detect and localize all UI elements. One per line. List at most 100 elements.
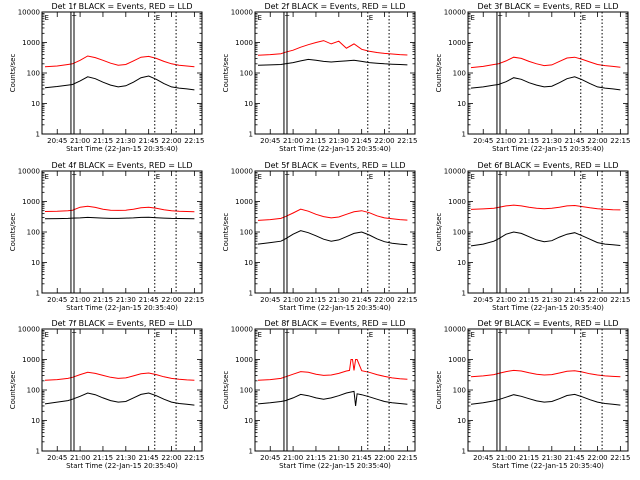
panel-title: Det 2f BLACK = Events, RED = LLD bbox=[264, 2, 405, 11]
x-tick-label: 20:45 bbox=[47, 137, 67, 145]
marker-label: E bbox=[471, 14, 475, 22]
x-tick-label: 21:00 bbox=[283, 137, 303, 145]
events-series-line bbox=[45, 76, 194, 90]
y-tick-label: 100 bbox=[240, 387, 253, 395]
events-series-line bbox=[471, 394, 620, 405]
x-tick-label: 21:15 bbox=[306, 296, 326, 304]
y-tick-label: 100 bbox=[27, 387, 40, 395]
y-tick-label: 1 bbox=[249, 290, 253, 298]
x-tick-label: 20:45 bbox=[473, 296, 493, 304]
marker-label: E bbox=[45, 173, 49, 181]
y-tick-label: 100 bbox=[240, 229, 253, 237]
y-tick-label: 1000 bbox=[22, 39, 40, 47]
y-tick-label: 1 bbox=[249, 448, 253, 456]
y-tick-label: 10000 bbox=[18, 168, 40, 176]
panel-7f: Det 7f BLACK = Events, RED = LLD 1 10 100 10… bbox=[9, 319, 204, 470]
events-series-line bbox=[258, 59, 407, 65]
x-tick-label: 21:15 bbox=[519, 296, 539, 304]
x-tick-label: 20:45 bbox=[473, 454, 493, 462]
x-tick-label: 21:30 bbox=[116, 137, 136, 145]
y-axis-label: Counts/sec bbox=[435, 213, 443, 252]
x-tick-label: 21:30 bbox=[329, 296, 349, 304]
x-tick-label: 22:15 bbox=[610, 137, 630, 145]
y-tick-label: 1000 bbox=[235, 356, 253, 364]
x-axis-label: Start Time (22-Jan-15 20:35:40) bbox=[279, 304, 391, 312]
plot-frame bbox=[42, 12, 202, 134]
x-tick-label: 21:15 bbox=[519, 137, 539, 145]
x-tick-label: 20:45 bbox=[260, 137, 280, 145]
x-tick-label: 21:45 bbox=[139, 137, 159, 145]
x-tick-label: 20:45 bbox=[260, 296, 280, 304]
marker-label: E bbox=[369, 173, 373, 181]
lld-series-line bbox=[471, 370, 620, 376]
y-tick-label: 1000 bbox=[448, 356, 466, 364]
x-tick-label: 22:15 bbox=[184, 137, 204, 145]
y-tick-label: 10 bbox=[457, 417, 466, 425]
lld-series-line bbox=[471, 205, 620, 210]
panel-title: Det 3f BLACK = Events, RED = LLD bbox=[477, 2, 618, 11]
y-tick-label: 1 bbox=[36, 290, 40, 298]
y-tick-label: 10 bbox=[31, 417, 40, 425]
y-tick-label: 10000 bbox=[444, 168, 466, 176]
lld-series-line bbox=[258, 209, 407, 220]
x-tick-label: 22:00 bbox=[374, 296, 394, 304]
y-tick-label: 100 bbox=[453, 229, 466, 237]
x-axis-label: Start Time (22-Jan-15 20:35:40) bbox=[492, 462, 604, 470]
x-tick-label: 21:45 bbox=[352, 296, 372, 304]
x-tick-label: 21:15 bbox=[519, 454, 539, 462]
marker-label: E bbox=[45, 331, 49, 339]
plot-frame bbox=[468, 171, 628, 293]
marker-label: E bbox=[156, 331, 160, 339]
marker-label: T bbox=[71, 173, 77, 181]
y-tick-label: 10 bbox=[457, 100, 466, 108]
y-tick-label: 100 bbox=[27, 229, 40, 237]
y-axis-label: Counts/sec bbox=[222, 54, 230, 93]
marker-label: E bbox=[471, 331, 475, 339]
x-tick-label: 22:15 bbox=[184, 296, 204, 304]
lld-series-line bbox=[45, 206, 194, 212]
x-tick-label: 21:15 bbox=[93, 137, 113, 145]
y-tick-label: 10 bbox=[244, 259, 253, 267]
y-tick-label: 10 bbox=[457, 259, 466, 267]
x-tick-label: 21:00 bbox=[70, 296, 90, 304]
x-axis-label: Start Time (22-Jan-15 20:35:40) bbox=[66, 145, 178, 153]
y-tick-label: 1000 bbox=[22, 356, 40, 364]
events-series-line bbox=[471, 77, 620, 90]
x-tick-label: 22:15 bbox=[184, 454, 204, 462]
x-tick-label: 21:45 bbox=[565, 137, 585, 145]
x-tick-label: 22:00 bbox=[161, 137, 181, 145]
x-tick-label: 21:30 bbox=[116, 454, 136, 462]
panel-title: Det 8f BLACK = Events, RED = LLD bbox=[264, 319, 405, 328]
y-axis-label: Counts/sec bbox=[222, 213, 230, 252]
x-tick-label: 20:45 bbox=[473, 137, 493, 145]
x-tick-label: 21:15 bbox=[93, 296, 113, 304]
plot-frame bbox=[468, 12, 628, 134]
figure-canvas: Det 1f BLACK = Events, RED = LLD11010010… bbox=[0, 0, 640, 480]
marker-label: T bbox=[284, 331, 290, 339]
marker-label: T bbox=[497, 14, 503, 22]
panel-6f: Det 6f BLACK = Events, RED = LLD 1 10 100 10… bbox=[435, 161, 630, 312]
plot-frame bbox=[42, 329, 202, 451]
x-tick-label: 21:45 bbox=[565, 454, 585, 462]
x-tick-label: 22:00 bbox=[587, 296, 607, 304]
y-tick-label: 10000 bbox=[231, 326, 253, 334]
panel-8f: Det 8f BLACK = Events, RED = LLD 1 10 100 10… bbox=[222, 319, 417, 470]
panel-3f: Det 3f BLACK = Events, RED = LLD 1 10 100 10… bbox=[435, 2, 630, 153]
y-tick-label: 100 bbox=[240, 70, 253, 78]
x-axis-label: Start Time (22-Jan-15 20:35:40) bbox=[492, 304, 604, 312]
marker-label: E bbox=[156, 173, 160, 181]
x-tick-label: 22:00 bbox=[161, 454, 181, 462]
x-tick-label: 21:45 bbox=[352, 137, 372, 145]
marker-label: T bbox=[71, 14, 77, 22]
y-tick-label: 100 bbox=[453, 70, 466, 78]
y-axis-label: Counts/sec bbox=[9, 213, 17, 252]
x-tick-label: 22:00 bbox=[374, 137, 394, 145]
x-tick-label: 21:45 bbox=[139, 454, 159, 462]
x-axis-label: Start Time (22-Jan-15 20:35:40) bbox=[66, 462, 178, 470]
y-tick-label: 10 bbox=[244, 417, 253, 425]
panel-4f: Det 4f BLACK = Events, RED = LLD 1 10 100 10… bbox=[9, 161, 204, 312]
events-series-line bbox=[45, 393, 194, 405]
events-series-line bbox=[258, 391, 407, 406]
x-tick-label: 22:15 bbox=[397, 454, 417, 462]
x-tick-label: 21:30 bbox=[329, 454, 349, 462]
